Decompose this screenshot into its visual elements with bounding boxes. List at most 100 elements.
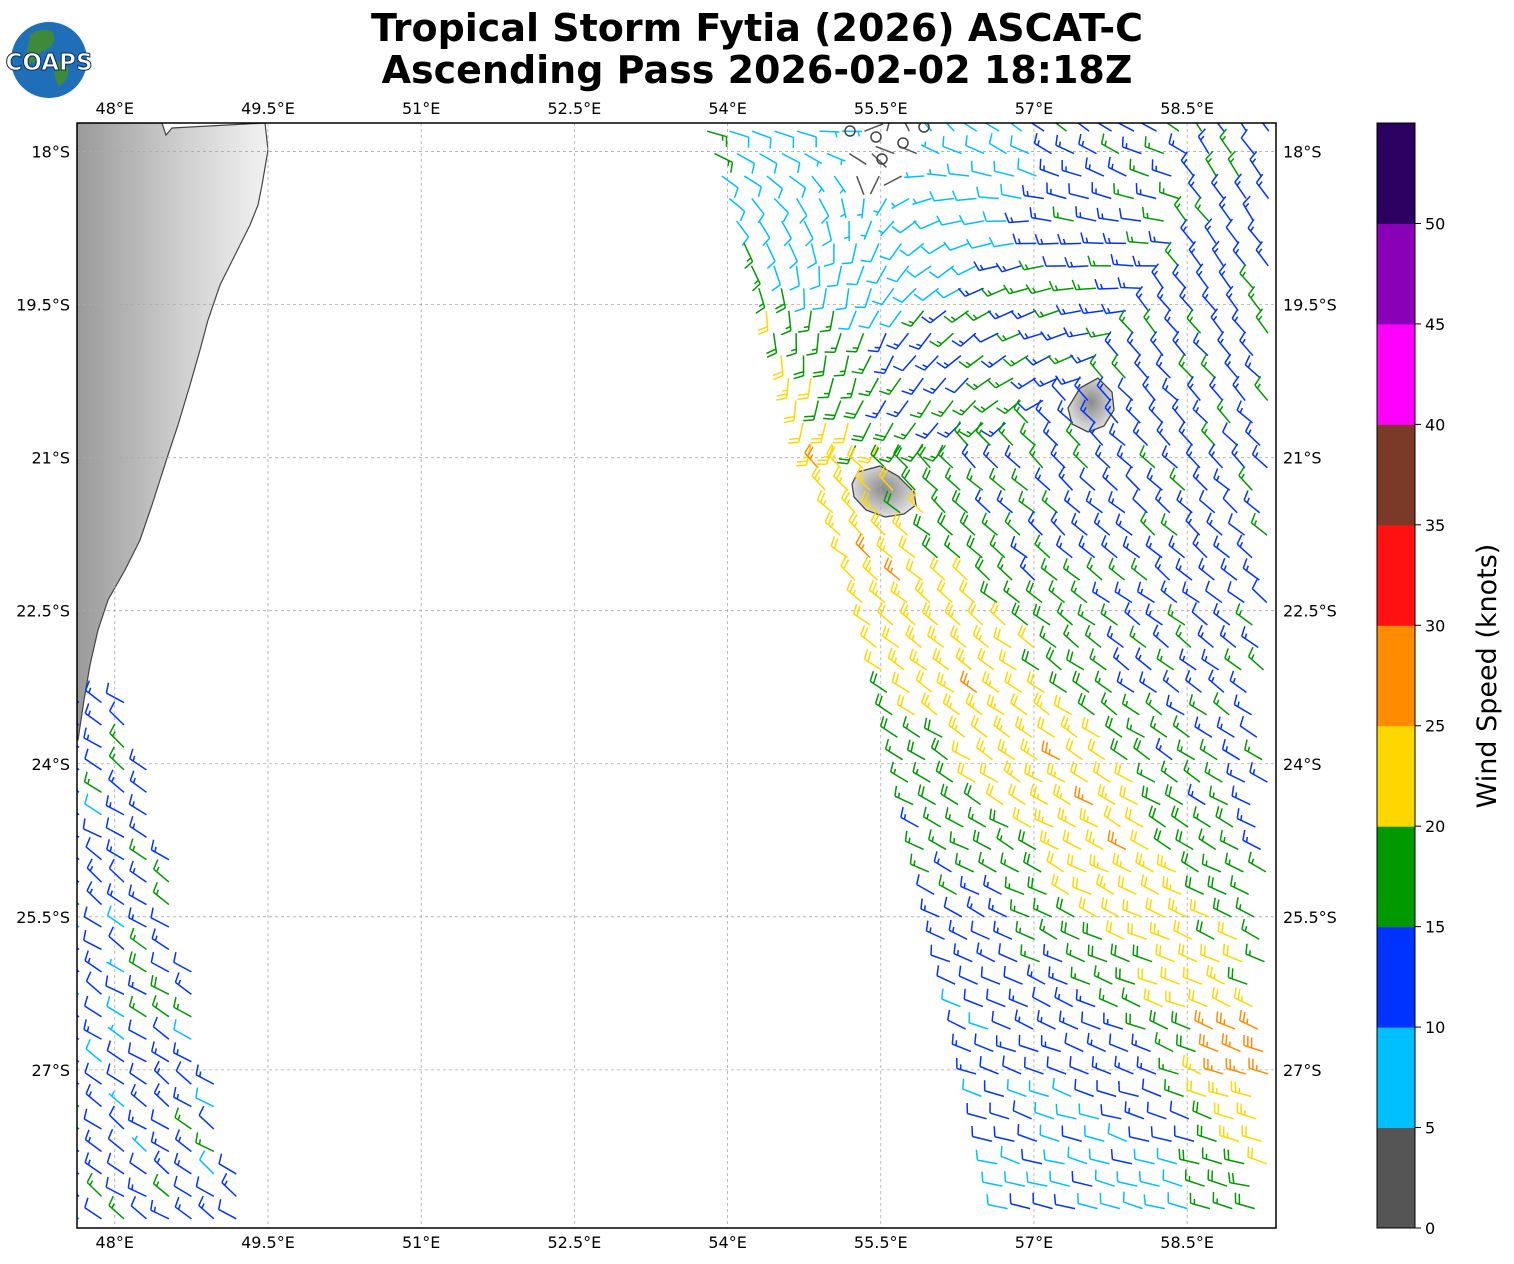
wind-barb	[86, 881, 103, 906]
wind-barb	[1122, 1191, 1143, 1210]
wind-barb	[972, 829, 992, 851]
wind-barb	[1231, 443, 1246, 469]
wind-barb	[1004, 444, 1021, 469]
colorbar-tick-label: 45	[1425, 315, 1445, 334]
wind-barb	[773, 197, 790, 223]
wind-barb	[1151, 263, 1164, 289]
wind-barb	[1178, 648, 1197, 671]
wind-barb	[1219, 624, 1237, 649]
wind-barb	[986, 988, 1006, 1008]
wind-barb	[129, 927, 147, 951]
wind-barb	[835, 288, 850, 311]
wind-barb	[1229, 670, 1247, 693]
wind-barb	[826, 443, 842, 469]
wind-barb	[1167, 603, 1186, 626]
wind-barb	[218, 1153, 237, 1175]
lon-tick-label: 51°E	[402, 99, 440, 118]
wind-barb	[1101, 535, 1118, 559]
wind-barb	[886, 332, 910, 350]
wind-barb	[875, 145, 895, 155]
wind-barb	[817, 377, 835, 399]
wind-barb	[869, 671, 888, 693]
wind-barb	[968, 1012, 989, 1030]
wind-barb	[1035, 399, 1051, 424]
wind-barb	[1187, 173, 1202, 199]
wind-barb	[840, 377, 857, 399]
wind-barb	[1084, 1125, 1105, 1142]
wind-barb	[1158, 1057, 1179, 1075]
wind-barb	[1025, 354, 1052, 366]
wind-barb	[928, 829, 947, 851]
wind-barb	[129, 748, 147, 771]
lat-tick-label: 24°S	[1283, 755, 1322, 774]
wind-barb	[1185, 443, 1201, 469]
wind-barb	[854, 288, 872, 309]
wind-barb	[879, 310, 902, 328]
wind-barb	[1017, 829, 1037, 851]
wind-barb	[975, 737, 993, 761]
wind-barb	[781, 152, 801, 174]
wind-barb	[1047, 354, 1074, 365]
wind-barb	[1216, 716, 1235, 738]
wind-barb	[1168, 535, 1186, 559]
wind-barb	[1100, 692, 1118, 716]
wind-barb	[1055, 896, 1075, 918]
colorbar-tick-label: 25	[1425, 717, 1445, 736]
wind-barb	[1046, 1056, 1067, 1075]
wind-barb	[1064, 256, 1089, 268]
wind-barb	[931, 488, 946, 514]
wind-barb	[942, 692, 960, 716]
wind-barb	[85, 1083, 102, 1108]
wind-barb	[883, 557, 901, 581]
wind-barb	[926, 168, 947, 177]
wind-barb	[980, 966, 1001, 985]
wind-barb	[937, 444, 954, 469]
wind-barb	[776, 378, 790, 401]
wind-barb	[1130, 557, 1148, 581]
wind-barb	[1060, 715, 1078, 738]
wind-barb	[1188, 694, 1208, 716]
wind-barb	[1192, 1100, 1212, 1120]
wind-barb	[1055, 535, 1073, 559]
wind-barb	[989, 534, 1006, 559]
lon-tick-label: 49.5°E	[241, 99, 295, 118]
wind-barb	[1072, 444, 1089, 469]
wind-barb	[1085, 829, 1104, 851]
wind-barb	[987, 377, 1014, 389]
wind-barb	[1078, 1103, 1100, 1120]
wind-barb	[953, 943, 973, 963]
wind-barb	[993, 920, 1013, 940]
wind-barb	[1212, 1192, 1233, 1210]
wind-barb	[1071, 512, 1088, 536]
wind-barb	[1122, 535, 1141, 559]
wind-barb	[1152, 624, 1169, 649]
wind-barb	[1032, 308, 1059, 318]
wind-barb	[1232, 241, 1247, 267]
wind-barb	[172, 1086, 192, 1108]
wind-barb	[1071, 1171, 1093, 1187]
wind-barb	[1211, 173, 1225, 199]
wind-barb	[954, 421, 969, 446]
wind-barb	[1208, 443, 1223, 469]
wind-barb	[1186, 1079, 1207, 1098]
wind-barb	[923, 717, 943, 738]
wind-barb	[1006, 1079, 1027, 1098]
wind-barb	[1058, 1010, 1079, 1030]
wind-barb	[85, 837, 102, 861]
wind-barb	[1034, 534, 1051, 559]
wind-barb	[755, 288, 766, 314]
wind-barb	[980, 355, 1007, 368]
wind-barb	[989, 1102, 1010, 1120]
wind-barb	[129, 1062, 147, 1085]
wind-barb	[1206, 964, 1226, 985]
wind-barb	[958, 355, 984, 369]
lat-tick-label: 21°S	[1283, 449, 1322, 468]
colorbar-tick-label: 50	[1425, 214, 1445, 233]
wind-barb	[872, 422, 894, 442]
wind-barb	[1126, 717, 1145, 738]
lat-tick-label: 25.5°S	[1283, 908, 1337, 927]
wind-barb	[108, 1091, 125, 1108]
wind-barb	[1248, 1057, 1269, 1075]
wind-barb	[108, 1105, 125, 1130]
wind-barb	[1148, 398, 1164, 424]
